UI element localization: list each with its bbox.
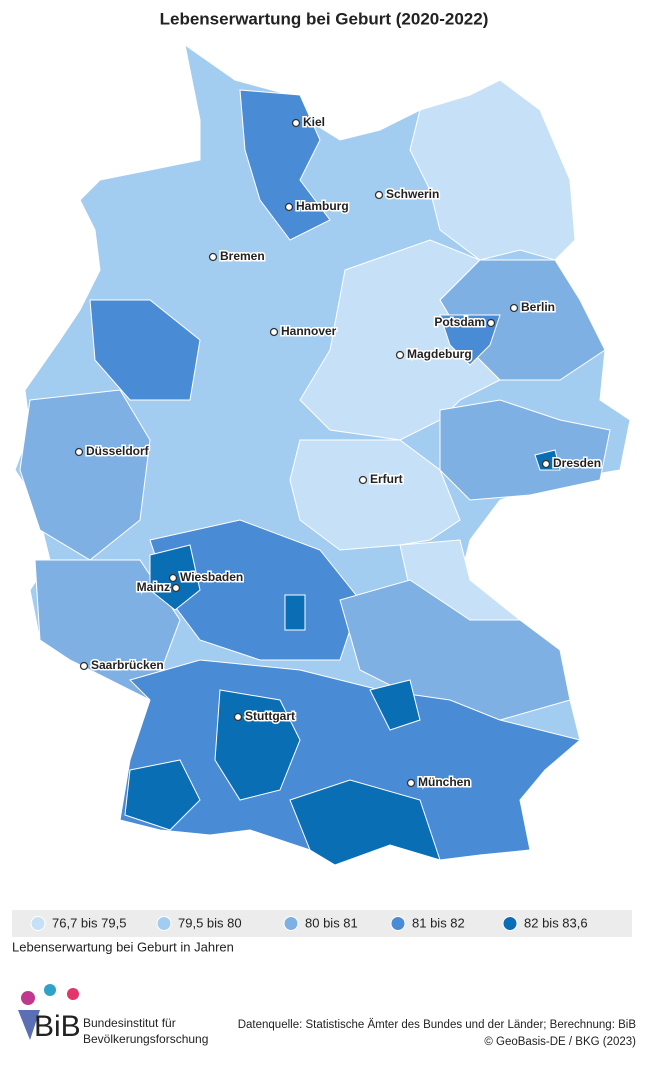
region	[19, 389, 151, 561]
city-label: Wiesbaden	[180, 570, 243, 584]
legend: 76,7 bis 79,5 79,5 bis 80 80 bis 81 81 bis …	[30, 915, 588, 931]
logo: BiB Bundesinstitut für Bevölkerungsforsc…	[18, 984, 208, 1046]
logo-shape	[44, 984, 56, 996]
city-dot	[406, 778, 416, 788]
city-dot	[74, 447, 84, 457]
city-dot	[358, 475, 368, 485]
city-label: Berlin	[521, 300, 555, 314]
logo-shape	[18, 1010, 40, 1040]
region	[239, 89, 331, 241]
city-label: Potsdam	[434, 315, 485, 329]
logo-shape	[21, 991, 35, 1005]
region	[34, 559, 181, 701]
legend-label: 81 bis 82	[412, 915, 465, 930]
city-label: Saarbrücken	[91, 658, 164, 672]
legend-swatch	[283, 916, 299, 931]
city-dot	[541, 459, 551, 469]
city-dot	[284, 202, 294, 212]
city-dot	[374, 190, 384, 200]
copyright: © GeoBasis-DE / BKG (2023)	[484, 1036, 636, 1048]
region	[284, 594, 306, 631]
city-label: Magdeburg	[407, 347, 472, 361]
legend-swatch	[390, 916, 406, 931]
city-label: Schwerin	[386, 187, 439, 201]
map	[14, 43, 631, 866]
logo-text: Bundesinstitut für	[83, 1016, 176, 1030]
city-label: Kiel	[303, 115, 325, 129]
region	[439, 399, 611, 501]
logo-shape	[67, 988, 79, 1000]
source: Datenquelle: Statistische Ämter des Bund…	[238, 1019, 637, 1031]
region	[149, 519, 361, 661]
cities: Kiel Hamburg Schwerin Bremen Berlin Pots…	[74, 114, 603, 791]
city-label: Hannover	[281, 324, 337, 338]
legend-label: 82 bis 83,6	[524, 915, 588, 930]
city-label: Mainz	[137, 580, 170, 594]
region	[439, 314, 501, 366]
city-dot	[168, 573, 178, 583]
city-label: Stuttgart	[245, 709, 295, 723]
logo-abbr: BiB	[34, 1010, 81, 1043]
city-label: München	[418, 775, 471, 789]
city-dot	[291, 118, 301, 128]
city-dot	[79, 661, 89, 671]
legend-swatch	[156, 916, 172, 931]
city-dot	[269, 327, 279, 337]
title: Lebenserwartung bei Geburt (2020-2022)	[160, 9, 489, 28]
region	[289, 779, 441, 866]
region	[289, 439, 461, 551]
city-label: Bremen	[220, 249, 265, 263]
region	[124, 759, 201, 831]
legend-label: 76,7 bis 79,5	[52, 915, 126, 930]
city-dot	[171, 583, 181, 593]
city-dot	[509, 303, 519, 313]
legend-label: 79,5 bis 80	[178, 915, 242, 930]
legend-swatch	[502, 916, 518, 931]
region	[534, 449, 561, 471]
logo-text: Bevölkerungsforschung	[83, 1032, 208, 1046]
city-label: Hamburg	[296, 199, 349, 213]
city-label: Erfurt	[370, 472, 403, 486]
city-label: Dresden	[553, 456, 601, 470]
city-dot	[486, 318, 496, 328]
region	[369, 679, 421, 731]
city-dot	[395, 350, 405, 360]
legend-swatch	[30, 916, 46, 931]
region	[89, 299, 201, 401]
city-dot	[233, 712, 243, 722]
legend-label: 80 bis 81	[305, 915, 358, 930]
city-dot	[208, 252, 218, 262]
city-label: Düsseldorf	[86, 444, 150, 458]
legend-caption: Lebenserwartung bei Geburt in Jahren	[12, 939, 234, 954]
legend-background	[12, 910, 632, 937]
